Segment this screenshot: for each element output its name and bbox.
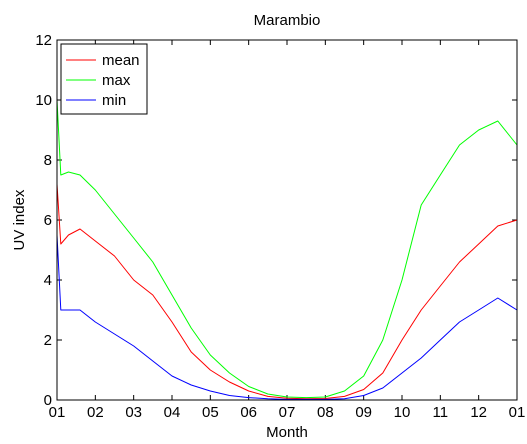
axes-box	[56, 39, 518, 401]
y-tick-label: 8	[44, 152, 52, 169]
series-lines	[56, 99, 518, 400]
x-tick-label: 07	[279, 404, 296, 421]
y-tick-label: 12	[35, 32, 52, 49]
y-tick-label: 0	[44, 392, 52, 409]
legend-label-max: max	[102, 72, 131, 89]
legend-box	[60, 43, 148, 115]
chart-title: Marambio	[254, 12, 321, 29]
x-axis-label: Month	[266, 424, 308, 441]
x-tick-label: 08	[317, 404, 334, 421]
x-tick-label: 02	[87, 404, 104, 421]
y-axis-label: UV index	[11, 189, 28, 250]
x-tick-label: 12	[470, 404, 487, 421]
legend: mean max min	[60, 43, 148, 115]
x-tick-label: 01	[49, 404, 66, 421]
x-tick-label: 01	[509, 404, 526, 421]
x-tick-label: 04	[164, 404, 181, 421]
legend-label-min: min	[102, 92, 126, 109]
x-tick-label: 03	[125, 404, 142, 421]
x-tick-label: 05	[202, 404, 219, 421]
y-tick-label: 6	[44, 212, 52, 229]
series-line-mean	[56, 183, 518, 400]
series-line-min	[56, 234, 518, 400]
x-tick-label: 10	[394, 404, 411, 421]
x-tick-label: 09	[355, 404, 372, 421]
legend-label-mean: mean	[102, 52, 140, 69]
series-line-max	[56, 99, 518, 399]
x-tick-label: 06	[240, 404, 257, 421]
y-tick-label: 4	[44, 272, 52, 289]
y-tick-label: 2	[44, 332, 52, 349]
y-tick-label: 10	[35, 92, 52, 109]
x-tick-label: 11	[433, 404, 449, 421]
